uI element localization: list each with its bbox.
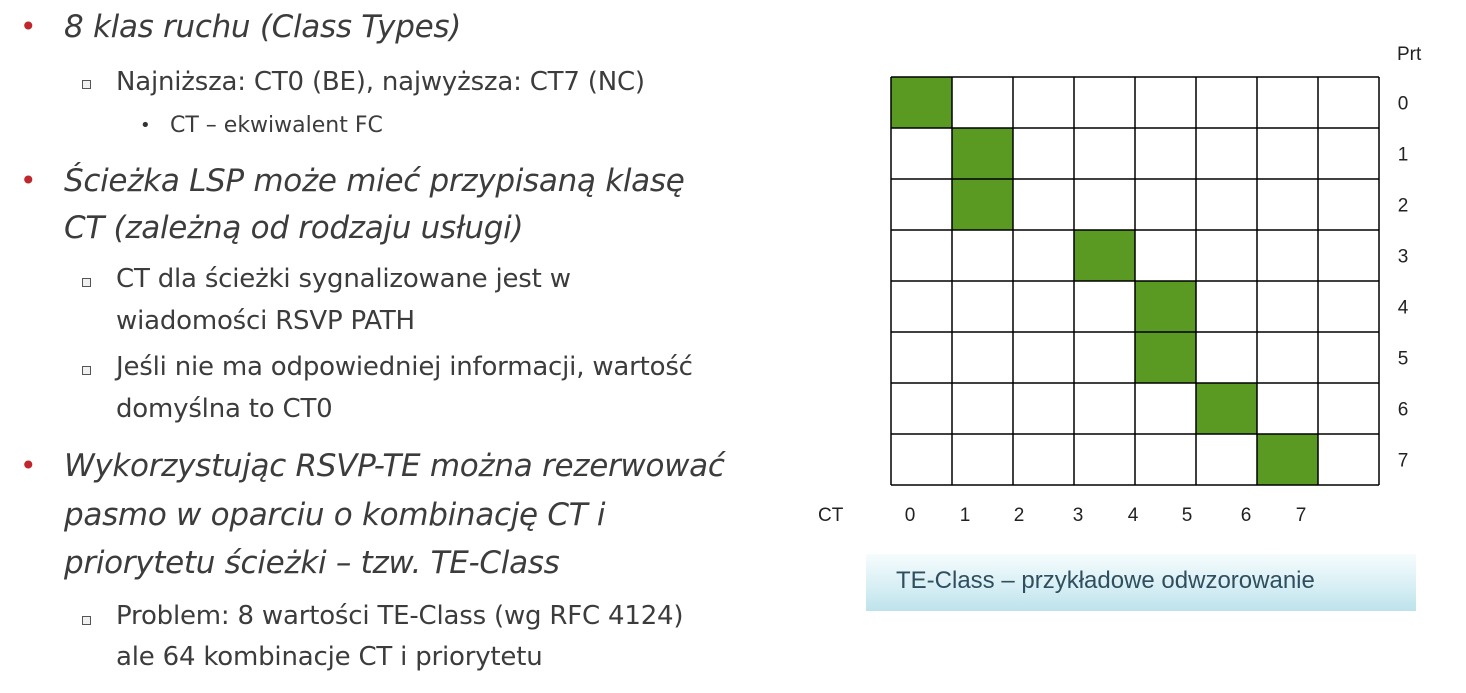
x-tick-label: 6	[1241, 505, 1252, 526]
sub-bullet-2-2-line-1: Jeśli nie ma odpowiedniej informacji, wa…	[116, 352, 693, 382]
y-tick-label: 2	[1398, 196, 1409, 217]
bullet-dot-small: •	[140, 115, 151, 136]
filled-cell-ct3-prt3	[1074, 230, 1135, 281]
filled-cell-ct1-prt2	[952, 179, 1013, 230]
square-bullet-icon	[82, 278, 91, 287]
x-tick-label: 4	[1128, 505, 1139, 526]
x-tick-label: 0	[905, 505, 916, 526]
bullet-3-line-3: priorytetu ścieżki – tzw. TE-Class	[64, 545, 560, 581]
sub-bullet-2-1-line-1: CT dla ścieżki sygnalizowane jest w	[116, 264, 571, 294]
bullet-dot: •	[20, 10, 37, 43]
sub-bullet-2-1-line-2: wiadomości RSVP PATH	[116, 306, 415, 336]
y-tick-label: 0	[1398, 94, 1409, 115]
filled-cell-ct4-prt4	[1135, 281, 1196, 332]
square-bullet-icon	[82, 616, 91, 625]
bullet-2-line-1: Ścieżka LSP może mieć przypisaną klasę	[64, 163, 685, 199]
bullet-3-line-1: Wykorzystując RSVP-TE można rezerwować	[64, 448, 725, 484]
slide-text: • 8 klas ruchu (Class Types) Najniższa: …	[20, 9, 725, 672]
sub-bullet-3-1-line-1: Problem: 8 wartości TE-Class (wg RFC 412…	[116, 601, 684, 631]
y-axis-label: Prt	[1397, 44, 1422, 65]
x-tick-label: 3	[1073, 505, 1084, 526]
y-tick-label: 1	[1398, 145, 1409, 166]
sub-sub-bullet-1-1-1: CT – ekwiwalent FC	[170, 113, 383, 138]
sub-bullet-3-1-line-2: ale 64 kombinacje CT i priorytetu	[116, 642, 543, 672]
y-tick-label: 3	[1398, 247, 1409, 268]
x-tick-label: 2	[1014, 505, 1025, 526]
y-tick-label: 7	[1398, 451, 1409, 472]
sub-bullet-2-2-line-2: domyślna to CT0	[116, 394, 333, 424]
y-tick-label: 4	[1398, 298, 1409, 319]
x-tick-label: 5	[1182, 505, 1193, 526]
filled-cell-ct4-prt5	[1135, 332, 1196, 383]
filled-cell-ct5-prt6	[1196, 383, 1257, 434]
x-tick-label: 7	[1296, 505, 1307, 526]
bullet-1: 8 klas ruchu (Class Types)	[64, 9, 462, 45]
bullet-dot: •	[20, 164, 37, 197]
x-axis-label: CT	[818, 505, 844, 526]
filled-cell-ct6-prt7	[1257, 434, 1318, 485]
filled-cell-ct1-prt1	[952, 128, 1013, 179]
sub-bullet-1-1: Najniższa: CT0 (BE), najwyższa: CT7 (NC)	[116, 67, 645, 97]
y-tick-label: 6	[1398, 400, 1409, 421]
figure-caption: TE-Class – przykładowe odwzorowanie	[866, 554, 1416, 611]
x-tick-label: 1	[960, 505, 971, 526]
square-bullet-icon	[82, 80, 91, 89]
bullet-2-line-2: CT (zależną od rodzaju usługi)	[64, 210, 524, 246]
bullet-dot: •	[20, 449, 37, 482]
y-tick-label: 5	[1398, 349, 1409, 370]
filled-cell-ct0-prt0	[891, 77, 952, 128]
te-class-mapping-grid: Prt CT 0 1 2 3 4 5 6 7 0 1 2 3 4 5 6 7	[818, 44, 1422, 526]
square-bullet-icon	[82, 366, 91, 375]
bullet-3-line-2: pasmo w oparciu o kombinację CT i	[64, 497, 606, 533]
